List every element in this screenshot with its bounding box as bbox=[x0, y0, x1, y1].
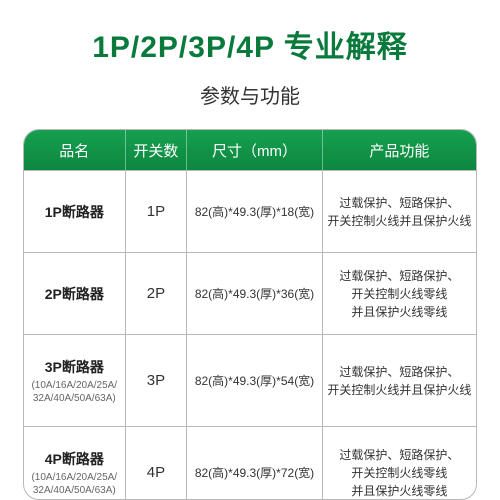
cell-size: 82(高)*49.3(厚)*18(宽) bbox=[187, 171, 322, 252]
table-row: 4P断路器 (10A/16A/20A/25A/ 32A/40A/50A/63A)… bbox=[24, 426, 476, 500]
header-size: 尺寸（mm） bbox=[187, 130, 322, 170]
switch-count-text: 3P bbox=[147, 372, 165, 389]
table-row: 2P断路器 2P 82(高)*49.3(厚)*36(宽) 过载保护、短路保护、 … bbox=[24, 252, 476, 334]
sub-line: 32A/40A/50A/63A) bbox=[33, 393, 116, 404]
switch-count-text: 1P bbox=[147, 203, 165, 220]
cell-function: 过载保护、短路保护、 开关控制火线零线 并且保护火线零线 bbox=[323, 253, 476, 334]
product-name-text: 3P断路器 bbox=[45, 357, 104, 377]
cell-product-name: 3P断路器 (10A/16A/20A/25A/ 32A/40A/50A/63A) bbox=[24, 335, 126, 426]
func-line: 开关控制火线并且保护火线 bbox=[327, 214, 471, 228]
func-line: 过载保护、短路保护、 bbox=[339, 448, 459, 462]
func-line: 过载保护、短路保护、 bbox=[339, 196, 459, 210]
table-header-row: 品名 开关数 尺寸（mm） 产品功能 bbox=[24, 130, 476, 170]
table-row: 3P断路器 (10A/16A/20A/25A/ 32A/40A/50A/63A)… bbox=[24, 334, 476, 426]
size-text: 82(高)*49.3(厚)*18(宽) bbox=[195, 203, 314, 220]
spec-table: 品名 开关数 尺寸（mm） 产品功能 1P断路器 1P 82(高)*49.3(厚… bbox=[23, 129, 477, 500]
main-title: 1P/2P/3P/4P 专业解释 bbox=[92, 22, 408, 66]
cell-function: 过载保护、短路保护、 开关控制火线并且保护火线 bbox=[323, 171, 476, 252]
function-text: 过载保护、短路保护、 开关控制火线并且保护火线 bbox=[327, 194, 471, 230]
cell-product-name: 2P断路器 bbox=[24, 253, 126, 334]
cell-product-name: 4P断路器 (10A/16A/20A/25A/ 32A/40A/50A/63A) bbox=[24, 427, 126, 500]
switch-count-text: 2P bbox=[147, 285, 165, 302]
table-row: 1P断路器 1P 82(高)*49.3(厚)*18(宽) 过载保护、短路保护、 … bbox=[24, 170, 476, 252]
cell-function: 过载保护、短路保护、 开关控制火线并且保护火线 bbox=[323, 335, 476, 426]
function-text: 过载保护、短路保护、 开关控制火线并且保护火线 bbox=[327, 363, 471, 399]
header-switch-count: 开关数 bbox=[126, 130, 188, 170]
header-function: 产品功能 bbox=[323, 130, 476, 170]
func-line: 并且保护火线零线 bbox=[351, 484, 447, 498]
cell-product-name: 1P断路器 bbox=[24, 171, 126, 252]
sub-line: (10A/16A/20A/25A/ bbox=[31, 380, 117, 391]
func-line: 过载保护、短路保护、 bbox=[339, 269, 459, 283]
header-product-name: 品名 bbox=[24, 130, 126, 170]
size-text: 82(高)*49.3(厚)*72(宽) bbox=[195, 464, 314, 481]
cell-function: 过载保护、短路保护、 开关控制火线零线 并且保护火线零线 bbox=[323, 427, 476, 500]
func-line: 开关控制火线零线 bbox=[351, 287, 447, 301]
cell-switch-count: 2P bbox=[126, 253, 188, 334]
cell-size: 82(高)*49.3(厚)*54(宽) bbox=[187, 335, 322, 426]
cell-switch-count: 4P bbox=[126, 427, 188, 500]
func-line: 并且保护火线零线 bbox=[351, 305, 447, 319]
product-name-text: 2P断路器 bbox=[45, 284, 104, 304]
func-line: 开关控制火线零线 bbox=[351, 466, 447, 480]
size-text: 82(高)*49.3(厚)*54(宽) bbox=[195, 372, 314, 389]
switch-count-text: 4P bbox=[147, 464, 165, 481]
subtitle: 参数与功能 bbox=[200, 80, 300, 109]
func-line: 过载保护、短路保护、 bbox=[339, 365, 459, 379]
function-text: 过载保护、短路保护、 开关控制火线零线 并且保护火线零线 bbox=[339, 267, 459, 321]
cell-size: 82(高)*49.3(厚)*72(宽) bbox=[187, 427, 322, 500]
sub-line: (10A/16A/20A/25A/ bbox=[31, 472, 117, 483]
function-text: 过载保护、短路保护、 开关控制火线零线 并且保护火线零线 bbox=[339, 446, 459, 500]
sub-line: 32A/40A/50A/63A) bbox=[33, 485, 116, 496]
product-sub-text: (10A/16A/20A/25A/ 32A/40A/50A/63A) bbox=[31, 471, 117, 497]
cell-size: 82(高)*49.3(厚)*36(宽) bbox=[187, 253, 322, 334]
cell-switch-count: 3P bbox=[126, 335, 188, 426]
cell-switch-count: 1P bbox=[126, 171, 188, 252]
product-sub-text: (10A/16A/20A/25A/ 32A/40A/50A/63A) bbox=[31, 379, 117, 405]
size-text: 82(高)*49.3(厚)*36(宽) bbox=[195, 285, 314, 302]
func-line: 开关控制火线并且保护火线 bbox=[327, 383, 471, 397]
product-name-text: 4P断路器 bbox=[45, 449, 104, 469]
product-name-text: 1P断路器 bbox=[45, 202, 104, 222]
